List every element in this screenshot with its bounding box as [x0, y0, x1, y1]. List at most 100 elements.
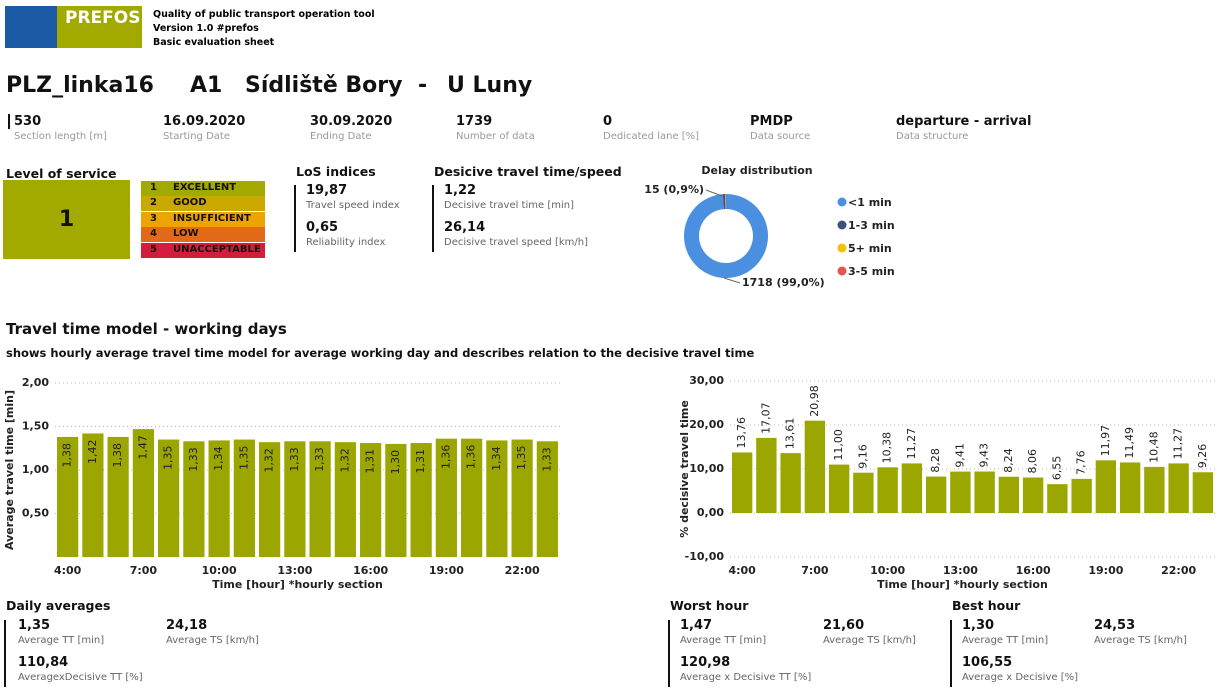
legend-label: 1-3 min — [848, 219, 895, 232]
los-level-name: INSUFFICIENT — [173, 212, 251, 224]
data-label: 9,16 — [856, 444, 869, 469]
header-line: Version 1.0 #prefos — [153, 23, 259, 34]
metric-bar — [294, 185, 296, 252]
legend-dot — [837, 266, 847, 276]
bar — [82, 433, 104, 557]
data-label: 1,42 — [86, 439, 99, 464]
info-value: departure - arrival — [896, 114, 1032, 129]
decisive-title: Desicive travel time/speed — [434, 164, 622, 179]
data-label: 1,33 — [313, 447, 326, 472]
los-level-number: 2 — [150, 197, 157, 209]
data-label: 9,26 — [1196, 444, 1209, 469]
data-label: 17,07 — [759, 402, 772, 434]
metric-label: Average TT [min] — [18, 635, 105, 646]
bar — [780, 453, 801, 513]
route-to: U Luny — [447, 73, 533, 98]
data-label: 1,30 — [389, 450, 402, 475]
route-from: Sídliště Bory — [245, 73, 403, 98]
data-label: 1,32 — [263, 448, 276, 473]
bar — [1168, 463, 1189, 513]
data-label: 1,35 — [162, 446, 175, 471]
metric-value: 24,18 — [166, 618, 208, 633]
bar — [511, 439, 533, 557]
bar — [334, 442, 356, 557]
leader-line — [705, 189, 723, 197]
los_indices-title: LoS indices — [296, 164, 376, 179]
bar — [804, 420, 826, 513]
info-label: Ending Date — [310, 131, 372, 142]
bar — [284, 441, 306, 557]
bar — [132, 429, 154, 557]
data-label: 6,55 — [1050, 456, 1063, 481]
bar — [1047, 484, 1068, 513]
bar — [1192, 472, 1214, 513]
metric-label: Average TT [min] — [680, 635, 767, 646]
bar — [183, 441, 205, 557]
info-label: Number of data — [456, 131, 535, 142]
data-label: 20,98 — [808, 385, 821, 417]
los-level-number: 5 — [150, 243, 157, 255]
data-label: 10,38 — [881, 432, 894, 464]
x-tick-label: 16:00 — [353, 564, 388, 577]
data-label: 1,31 — [364, 449, 377, 474]
data-label: 1718 (99,0%) — [742, 276, 825, 289]
info-label: Dedicated lane [%] — [603, 131, 700, 142]
y-tick-label: 1,00 — [22, 463, 49, 476]
y-axis-label: Average travel time [min] — [3, 390, 16, 550]
data-label: 1,33 — [187, 447, 200, 472]
metric-value: 21,60 — [823, 618, 865, 633]
leader-line — [723, 277, 741, 284]
data-label: 8,06 — [1026, 449, 1039, 474]
x-tick-label: 19:00 — [1088, 564, 1123, 577]
bar — [877, 467, 898, 513]
los-title: Level of service — [6, 166, 117, 181]
data-label: 11,00 — [832, 429, 845, 461]
data-label: 1,47 — [136, 435, 149, 460]
data-label: 1,35 — [515, 446, 528, 471]
los-level — [141, 211, 265, 227]
metric-label: Decisive travel speed [km/h] — [444, 237, 588, 248]
daily-title: Daily averages — [6, 598, 111, 613]
los-box: 1 — [3, 180, 130, 259]
los-level — [141, 181, 265, 196]
info-label: Data source — [750, 131, 811, 142]
bar — [1071, 478, 1092, 513]
data-label: 11,27 — [905, 428, 918, 460]
bar — [950, 471, 971, 513]
y-tick-label: 0,50 — [22, 507, 49, 520]
info-label: Data structure — [896, 131, 969, 142]
metric-bar — [668, 620, 670, 687]
legend-dot — [837, 243, 847, 253]
bar — [309, 441, 331, 557]
bar — [756, 437, 777, 513]
data-label: 8,28 — [929, 448, 942, 473]
data-label: 11,97 — [1099, 425, 1112, 457]
bar — [360, 443, 382, 557]
metric-value: 1,35 — [18, 618, 51, 633]
data-label: 13,76 — [735, 417, 748, 449]
x-axis-label: Time [hour] *hourly section — [212, 578, 383, 591]
y-tick-label: 30,00 — [689, 374, 724, 387]
los-level-number: 4 — [150, 228, 157, 240]
donut-slice — [684, 194, 769, 278]
logo: PREFOS — [5, 6, 142, 48]
info-value: 530 — [8, 114, 41, 129]
y-tick-label: 0,00 — [697, 506, 724, 519]
los-level — [141, 227, 265, 243]
bar — [461, 438, 483, 557]
x-tick-label: 10:00 — [870, 564, 905, 577]
bar — [536, 441, 558, 557]
data-label: 1,38 — [111, 443, 124, 468]
x-tick-label: 13:00 — [943, 564, 978, 577]
y-tick-label: 1,50 — [22, 420, 49, 433]
x-tick-label: 4:00 — [728, 564, 756, 577]
x-tick-label: 10:00 — [202, 564, 237, 577]
data-label: 11,27 — [1172, 428, 1185, 460]
bar — [57, 436, 79, 557]
metric-value: 120,98 — [680, 655, 731, 670]
route-line: PLZ_linka16 — [6, 73, 154, 98]
info-value: 30.09.2020 — [310, 114, 393, 129]
metric-value: 1,47 — [680, 618, 713, 633]
bar — [107, 436, 129, 557]
